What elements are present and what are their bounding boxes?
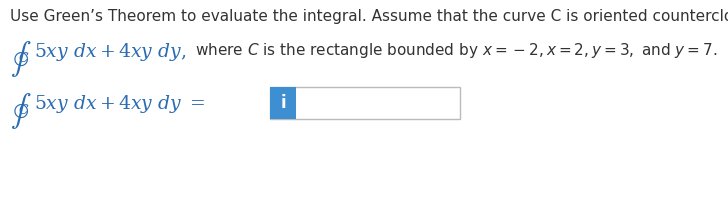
Bar bbox=[270, 87, 296, 119]
Text: $\oint$: $\oint$ bbox=[10, 39, 31, 79]
Text: where $C$ is the rectangle bounded by $x = -2, x = 2, y = 3,$ and $y = 7.$: where $C$ is the rectangle bounded by $x… bbox=[195, 41, 718, 60]
Bar bbox=[270, 87, 460, 119]
Text: $5xy\ dx + 4xy\ dy\ =$: $5xy\ dx + 4xy\ dy\ =$ bbox=[34, 93, 205, 115]
Text: i: i bbox=[280, 94, 286, 112]
Text: Use Green’s Theorem to evaluate the integral. Assume that the curve C is oriente: Use Green’s Theorem to evaluate the inte… bbox=[10, 9, 728, 24]
Text: $C$: $C$ bbox=[18, 51, 29, 65]
Text: $C$: $C$ bbox=[18, 103, 29, 117]
Text: $5xy\ dx + 4xy\ dy,$: $5xy\ dx + 4xy\ dy,$ bbox=[34, 41, 186, 63]
Text: $\oint$: $\oint$ bbox=[10, 91, 31, 131]
